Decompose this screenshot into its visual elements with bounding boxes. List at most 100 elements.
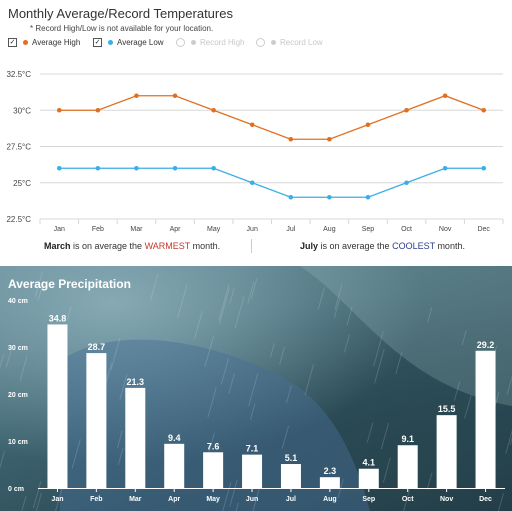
data-label: 21.3 [127,377,145,387]
rain-streak [35,492,42,511]
data-point [481,165,487,171]
x-tick-label: Jun [246,496,258,503]
x-tick-label: Feb [92,226,104,233]
rain-streak [149,273,159,301]
rain-streak [5,345,14,368]
data-point [442,165,448,171]
bar [436,415,457,488]
coolest-month-text: July is on average the COOLEST month. [300,241,465,251]
rain-streak [281,425,290,449]
rain-streak [249,403,256,421]
warm-text-pre: is on average the [70,241,145,251]
warmest-word: WARMEST [144,241,191,251]
rain-streak [235,502,239,511]
x-tick-label: Oct [401,226,412,233]
y-tick-label: 25°C [13,179,31,188]
y-tick-label: 22.5°C [6,215,31,224]
x-tick-label: Jul [286,496,296,503]
rain-streak [426,472,433,490]
series-line-average-low [59,167,484,198]
data-point [134,165,139,171]
legend-average-high[interactable]: ✓ Average High [8,36,80,48]
data-point [404,107,409,113]
bar [86,353,107,488]
legend-average-low[interactable]: ✓ Average Low [93,36,164,48]
rain-streak [464,395,472,419]
y-tick-label: 32.5°C [6,70,31,79]
x-tick-label: Feb [90,496,102,503]
rain-streak [248,373,259,407]
footer-divider [251,239,252,253]
data-point [288,194,294,200]
data-point [327,136,332,142]
data-point [211,107,216,113]
data-point [442,93,448,99]
rain-streak [279,346,285,365]
warmest-month: March [44,241,71,251]
rain-streak [250,278,258,300]
data-label: 9.1 [401,434,414,444]
bar [475,350,496,488]
x-tick-label: May [206,496,220,503]
y-tick-label: 30°C [13,106,31,115]
rain-streak [346,307,353,326]
data-label: 29.2 [477,340,495,350]
rain-streak [380,422,390,450]
rain-streak [252,487,260,511]
rain-streak [218,284,230,321]
rain-streak [119,374,128,400]
legend-record-high[interactable]: Record High [176,36,244,48]
rain-streak [509,436,512,445]
x-tick-label: Sep [362,226,375,233]
coolest-month: July [300,241,319,251]
rain-streak [505,429,512,454]
y-tick-label: 40 cm [8,298,28,305]
data-point [134,93,139,99]
data-point [249,122,255,128]
rain-streak [247,281,255,304]
rain-streak [395,352,403,375]
bar [47,324,68,488]
rain-streak [366,422,374,443]
rain-streak [0,451,5,469]
coolest-word: COOLEST [392,241,435,251]
rain-streak [285,385,292,404]
x-tick-label: Mar [130,226,143,233]
rain-streak [304,364,315,396]
legend-record-low[interactable]: Record Low [256,36,323,48]
data-point [56,165,62,171]
rain-streak [333,299,340,319]
rain-streak [66,306,72,321]
rain-streak [37,282,44,301]
rain-streak [0,354,5,370]
x-tick-label: Sep [362,496,375,503]
bar [319,477,340,488]
checkbox-unchecked-icon[interactable] [176,37,185,47]
data-point [365,122,371,128]
x-tick-label: Aug [323,226,336,233]
data-point [95,107,101,113]
rain-streak [334,284,343,310]
rain-streak [177,284,188,319]
bar [125,387,146,488]
cool-text-pre: is on average the [318,241,393,251]
checkbox-checked-icon[interactable]: ✓ [93,37,102,47]
data-label: 28.7 [88,342,106,352]
rain-streak [222,482,232,511]
rain-streak [34,271,44,298]
rain-streak [117,447,124,466]
x-tick-label: Nov [440,496,453,503]
gray-dot-icon [271,39,276,45]
rain-streak [403,489,410,511]
temperature-chart-title: Monthly Average/Record Temperatures [8,6,233,21]
checkbox-unchecked-icon[interactable] [256,37,265,47]
rain-streak [193,310,203,340]
y-tick-label: 10 cm [8,439,28,446]
data-point [365,194,371,200]
rain-streak [269,343,275,358]
y-tick-label: 0 cm [8,486,24,493]
checkbox-checked-icon[interactable]: ✓ [8,37,17,47]
data-label: 5.1 [285,453,298,463]
data-label: 4.1 [363,458,376,468]
temperature-line-chart: 22.5°C 25°C 27.5°C 30°C 32.5°C Jan Feb Mar Apr Ma… [6,70,504,233]
